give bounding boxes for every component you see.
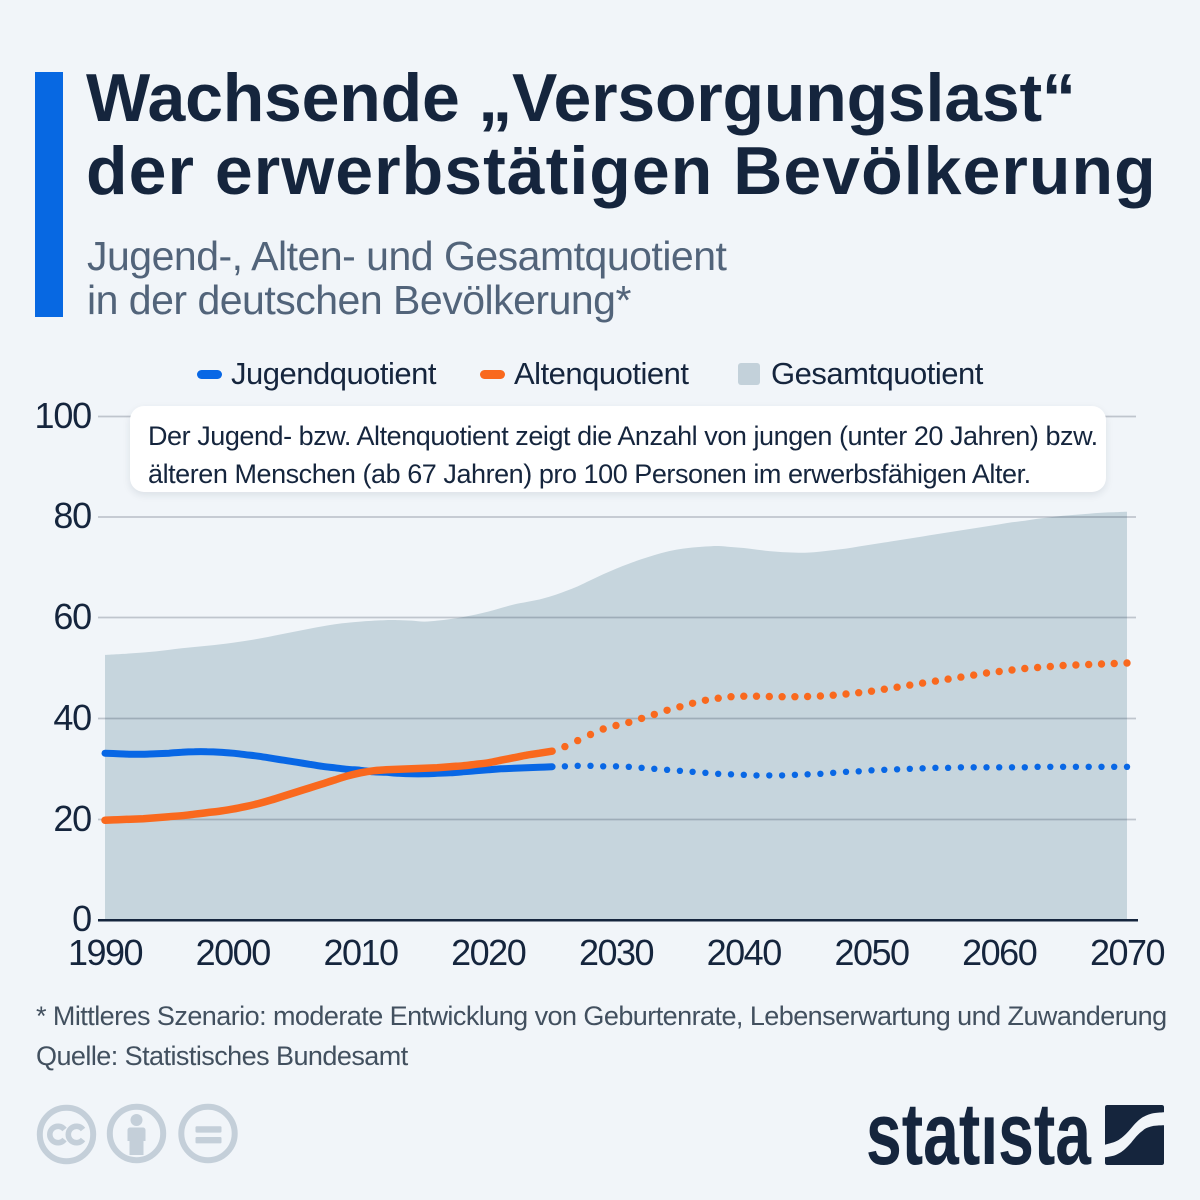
svg-text:statısta: statısta — [866, 1084, 1092, 1183]
